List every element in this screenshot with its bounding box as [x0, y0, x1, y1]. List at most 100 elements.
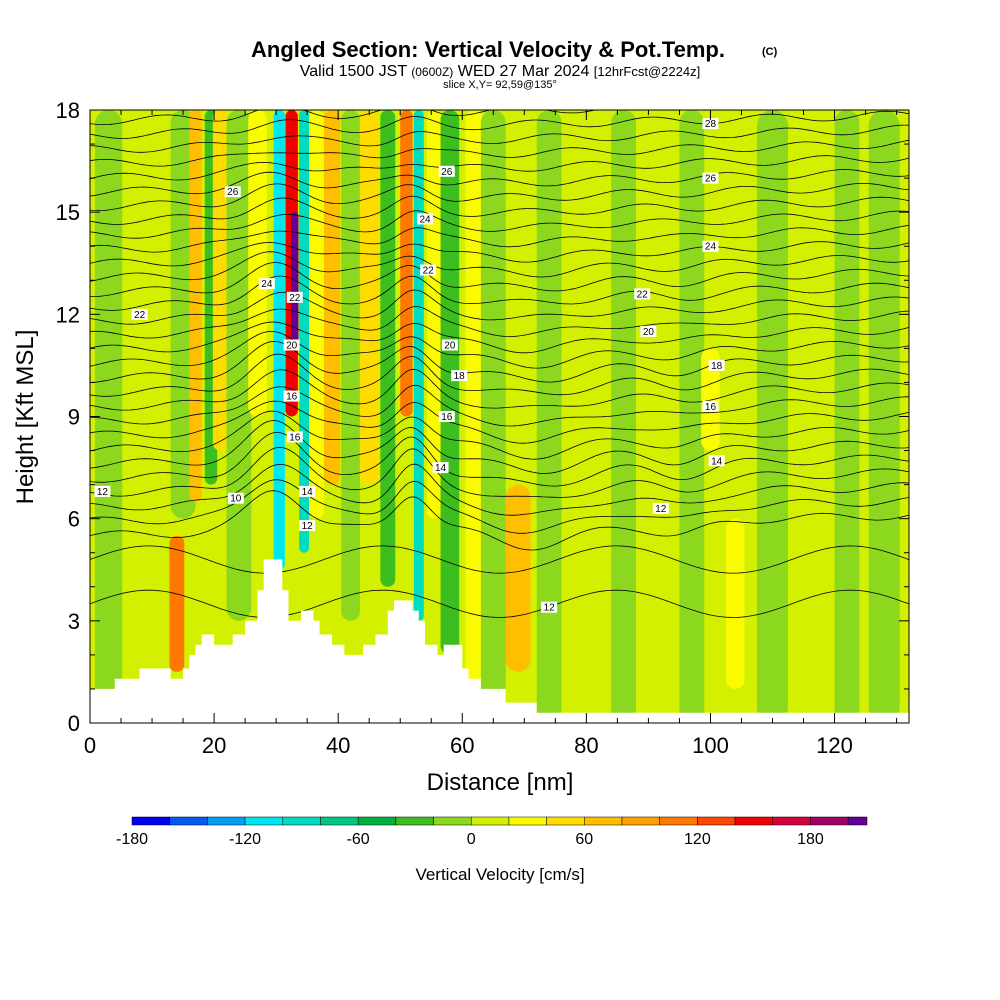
y-tick-label: 9 [68, 405, 80, 430]
isentrope-label-text: 20 [286, 340, 298, 351]
isentrope-label: 12 [541, 601, 558, 614]
isentrope-label: 26 [438, 165, 455, 178]
x-tick-label: 0 [84, 733, 96, 758]
subtitle-date: WED 27 Mar 2024 [458, 63, 590, 80]
isentrope-line [90, 210, 909, 239]
velocity-band [169, 535, 185, 672]
velocity-band [679, 110, 705, 723]
x-tick-label: 80 [574, 733, 598, 758]
isentrope-label-text: 14 [435, 463, 447, 474]
isentrope-line [90, 420, 909, 474]
y-axis: 0 3 6 9 12 15 18 [56, 98, 909, 736]
y-tick-label: 12 [56, 302, 80, 327]
subtitle-zulu: (0600Z) [411, 65, 453, 79]
isentrope-label: 26 [702, 172, 719, 185]
isentrope-label-text: 20 [643, 327, 655, 338]
isentrope-label-text: 24 [419, 214, 431, 225]
isentrope-line [90, 195, 909, 225]
colorbar-bin [395, 816, 434, 826]
colorbar-bin [810, 816, 849, 826]
isentrope-line [90, 400, 909, 444]
isentrope-label: 22 [131, 308, 148, 321]
colorbar-bin [131, 816, 170, 826]
colorbar-tick-label: 180 [797, 831, 824, 848]
x-tick-label: 60 [450, 733, 474, 758]
isentrope-label-box [640, 325, 657, 337]
isentrope-label-text: 12 [97, 487, 109, 498]
y-tick-label: 3 [68, 609, 80, 634]
isentrope-label-box [258, 278, 275, 290]
isentrope-label-text: 10 [230, 494, 242, 505]
isentrope-label-box [438, 165, 455, 177]
colorbar-bin [320, 816, 359, 826]
velocity-band [189, 110, 202, 502]
isentrope-line [90, 331, 909, 369]
isentrope-line [90, 410, 909, 460]
isentrope-line [90, 124, 909, 153]
isentrope-label: 12 [94, 485, 111, 498]
subtitle-valid: Valid 1500 JST [300, 63, 408, 80]
isentrope-label-text: 16 [441, 412, 453, 423]
isentrope-label-text: 14 [711, 456, 723, 467]
velocity-band [359, 110, 379, 485]
isentrope-line [90, 431, 909, 487]
colorbar-bin [772, 816, 811, 826]
isentrope-label-box [227, 492, 244, 504]
isentrope-line [90, 275, 909, 311]
colorbar-bin [621, 816, 660, 826]
isentrope-label-text: 22 [423, 266, 435, 277]
isentrope-label-box [702, 240, 719, 252]
colorbar-bin [734, 816, 774, 826]
colorbar-bin [847, 816, 868, 826]
isentrope-label-box [299, 519, 316, 531]
isentrope-label-text: 12 [544, 603, 556, 614]
isentrope-line [90, 183, 909, 212]
velocity-band [480, 110, 506, 723]
isentrope-label-box [708, 455, 725, 467]
colorbar-bin [546, 816, 585, 826]
isentrope-line [90, 241, 909, 267]
y-axis-label: Height [Kft MSL] [12, 330, 39, 505]
x-tick-label: 40 [326, 733, 350, 758]
isentrope-label-box [286, 431, 303, 443]
colorbar-bin [584, 816, 623, 826]
isentrope-label-box [702, 172, 719, 184]
isentrope-label-box [702, 400, 719, 412]
isentrope-label-box [702, 118, 719, 130]
colorbar-bin [207, 816, 246, 826]
velocity-band [130, 110, 162, 723]
isentrope-label: 16 [702, 400, 719, 413]
isentrope-label-text: 28 [705, 119, 717, 130]
isentrope-label-box [94, 485, 111, 497]
isentrope-label-text: 12 [655, 504, 667, 515]
isentrope-label: 22 [420, 264, 437, 277]
isentrope-label-box [283, 390, 300, 402]
chart-title-mark: (C) [762, 46, 778, 58]
isentrope-label-text: 22 [637, 289, 649, 300]
isentrope-label: 12 [299, 519, 316, 532]
isentrope-label: 18 [451, 370, 468, 382]
isentrope-label: 22 [634, 288, 651, 300]
isentrope-label-box [634, 288, 651, 300]
isentrope-label: 22 [286, 291, 303, 304]
isentrope-label-box [708, 359, 725, 371]
y-tick-label: 6 [68, 507, 80, 532]
y-tick-label: 18 [56, 98, 80, 123]
isentrope-label-text: 26 [227, 187, 239, 198]
colorbar-tick-label: -120 [229, 831, 261, 848]
isentrope-label-text: 16 [286, 392, 298, 403]
colorbar-tick-label: -180 [116, 831, 148, 848]
velocity-band [94, 110, 123, 723]
isentrope-label-text: 18 [711, 361, 723, 372]
colorbar-bin [697, 816, 736, 826]
isentrope-line [90, 139, 909, 167]
isentrope-line [90, 545, 909, 574]
isentrope-label: 28 [702, 118, 719, 130]
velocity-band [380, 110, 396, 587]
x-tick-label: 120 [816, 733, 853, 758]
plot-area: 12 22 10 24 26 22 20 16 16 14 12 26 24 22 20 18 16 14 12 28… [90, 110, 909, 723]
isentrope-label-text: 14 [302, 487, 314, 498]
velocity-band [323, 110, 341, 485]
isentrope-label-box [652, 502, 669, 514]
